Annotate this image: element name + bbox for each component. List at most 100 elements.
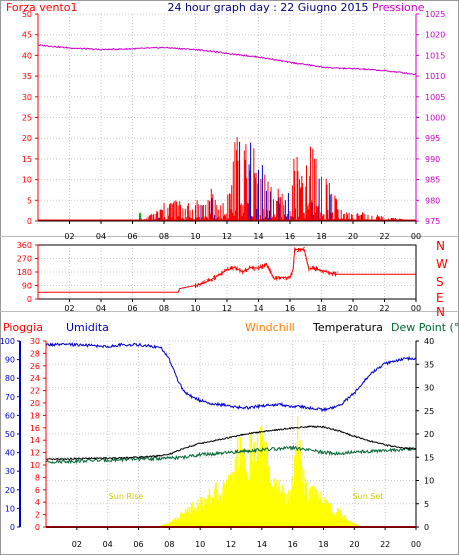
umidita-tick-label: 10 xyxy=(5,504,15,513)
umidita-tick-label: 70 xyxy=(5,393,15,402)
pressure-tick-label: 1005 xyxy=(425,93,445,102)
pressure-tick-label: 1000 xyxy=(425,114,445,123)
pioggia-tick-label: 8 xyxy=(35,473,40,482)
umidita-tick-label: 80 xyxy=(5,374,15,383)
x-tick-label: 12 xyxy=(222,304,232,313)
rain-humidity-axes: 0510152025303540024681012141618202224262… xyxy=(0,337,434,549)
umidita-tick-label: 20 xyxy=(5,486,15,495)
temperature-tick-label: 20 xyxy=(424,430,434,439)
x-tick-label: 14 xyxy=(253,304,263,313)
wind-tick-label: 50 xyxy=(22,10,32,19)
pressure-tick-label: 1010 xyxy=(425,72,445,81)
umidita-tick-label: 100 xyxy=(0,337,15,346)
x-tick-label: 06 xyxy=(127,304,137,313)
umidita-tick-label: 30 xyxy=(5,467,15,476)
x-tick-label: 02 xyxy=(72,540,82,549)
umidita-tick-label: 90 xyxy=(5,356,15,365)
pioggia-tick-label: 14 xyxy=(30,436,40,445)
umidita-tick-label: 0 xyxy=(10,523,15,532)
sun-set-label: Sun Set xyxy=(353,492,384,501)
direction-tick-label: 360 xyxy=(17,241,32,250)
x-tick-label: 04 xyxy=(103,540,113,549)
pressure-tick-label: 1020 xyxy=(425,31,445,40)
pressure-tick-label: 1015 xyxy=(425,51,445,60)
pioggia-tick-label: 4 xyxy=(35,498,40,507)
umidita-tick-label: 60 xyxy=(5,411,15,420)
x-tick-label: 18 xyxy=(316,304,326,313)
panel-divider xyxy=(0,236,459,237)
temperature-tick-label: 25 xyxy=(424,407,434,416)
wind-pressure-grid xyxy=(38,13,416,222)
direction-jitter xyxy=(195,246,338,288)
compass-labels: N W S E N xyxy=(436,239,448,319)
pioggia-tick-label: 22 xyxy=(30,387,40,396)
x-tick-label: 04 xyxy=(96,304,106,313)
direction-tick-label: 90 xyxy=(22,282,32,291)
temperature-tick-label: 35 xyxy=(424,360,434,369)
pioggia-tick-label: 0 xyxy=(35,523,40,532)
x-tick-label: 10 xyxy=(195,540,205,549)
sun-rise-label: Sun Rise xyxy=(109,492,144,501)
pioggia-tick-label: 26 xyxy=(30,362,40,371)
pioggia-label: Pioggia xyxy=(3,321,43,334)
temperature-tick-label: 5 xyxy=(424,500,429,509)
pioggia-tick-label: 20 xyxy=(30,399,40,408)
x-tick-label: 22 xyxy=(379,232,389,241)
panel-divider xyxy=(0,311,459,312)
compass-n-top: N xyxy=(436,239,445,253)
x-tick-label: 16 xyxy=(288,540,298,549)
wind-tick-label: 10 xyxy=(22,176,32,185)
pioggia-tick-label: 24 xyxy=(30,374,40,383)
x-tick-label: 18 xyxy=(316,232,326,241)
x-tick-label: 00 xyxy=(411,232,421,241)
x-tick-label: 16 xyxy=(285,232,295,241)
x-tick-label: 12 xyxy=(222,232,232,241)
wind-direction-series xyxy=(38,246,416,293)
wind-tick-label: 25 xyxy=(22,114,32,123)
direction-tick-label: 180 xyxy=(17,268,32,277)
temperature-tick-label: 30 xyxy=(424,384,434,393)
compass-s: S xyxy=(436,275,444,289)
dewpoint-line xyxy=(45,444,417,465)
umidita-label: Umidita xyxy=(66,321,109,334)
pressure-tick-label: 1025 xyxy=(425,10,445,19)
wind-pressure-axes: 0510152025303540455097598098599099510001… xyxy=(22,10,446,241)
pioggia-tick-label: 12 xyxy=(30,449,40,458)
temperature-tick-label: 0 xyxy=(424,523,429,532)
pioggia-tick-label: 10 xyxy=(30,461,40,470)
wind-tick-label: 0 xyxy=(27,217,32,226)
x-tick-label: 10 xyxy=(190,232,200,241)
x-tick-label: 14 xyxy=(257,540,267,549)
compass-n-bottom: N xyxy=(436,305,445,319)
pioggia-tick-label: 18 xyxy=(30,411,40,420)
direction-tick-label: 270 xyxy=(17,255,32,264)
wind-direction-axes: 0 90 180 270 360 02 04 06 08 10 12 14 16 18 20 22 00 xyxy=(17,241,421,313)
pressure-tick-label: 975 xyxy=(425,217,440,226)
pioggia-tick-label: 6 xyxy=(35,486,40,495)
direction-tick-label: 0 xyxy=(27,295,32,304)
windchill-label: Windchill xyxy=(245,321,295,334)
wind-tick-label: 20 xyxy=(22,134,32,143)
wind-series xyxy=(38,137,416,221)
x-tick-label: 10 xyxy=(190,304,200,313)
temperature-line xyxy=(45,425,417,461)
wind-tick-label: 40 xyxy=(22,51,32,60)
wind-tick-label: 45 xyxy=(22,31,32,40)
wind-pressure-series xyxy=(37,44,417,221)
pioggia-tick-label: 2 xyxy=(35,511,40,520)
pressure-axis-label: Pressione xyxy=(372,1,425,14)
umidita-tick-label: 40 xyxy=(5,449,15,458)
x-tick-label: 02 xyxy=(64,304,74,313)
pressure-tick-label: 985 xyxy=(425,176,440,185)
x-tick-label: 08 xyxy=(164,540,174,549)
rain-humidity-grid xyxy=(46,340,416,528)
dewpoint-label: Dew Point (°C xyxy=(391,321,459,334)
pioggia-tick-label: 30 xyxy=(30,337,40,346)
temperature-tick-label: 15 xyxy=(424,453,434,462)
x-tick-label: 06 xyxy=(127,232,137,241)
solar-series xyxy=(153,416,363,527)
compass-w: W xyxy=(436,257,448,271)
chart-title: 24 hour graph day : 22 Giugno 2015 xyxy=(167,1,368,14)
wind-pressure-panel: 0510152025303540455097598098599099510001… xyxy=(22,10,446,241)
